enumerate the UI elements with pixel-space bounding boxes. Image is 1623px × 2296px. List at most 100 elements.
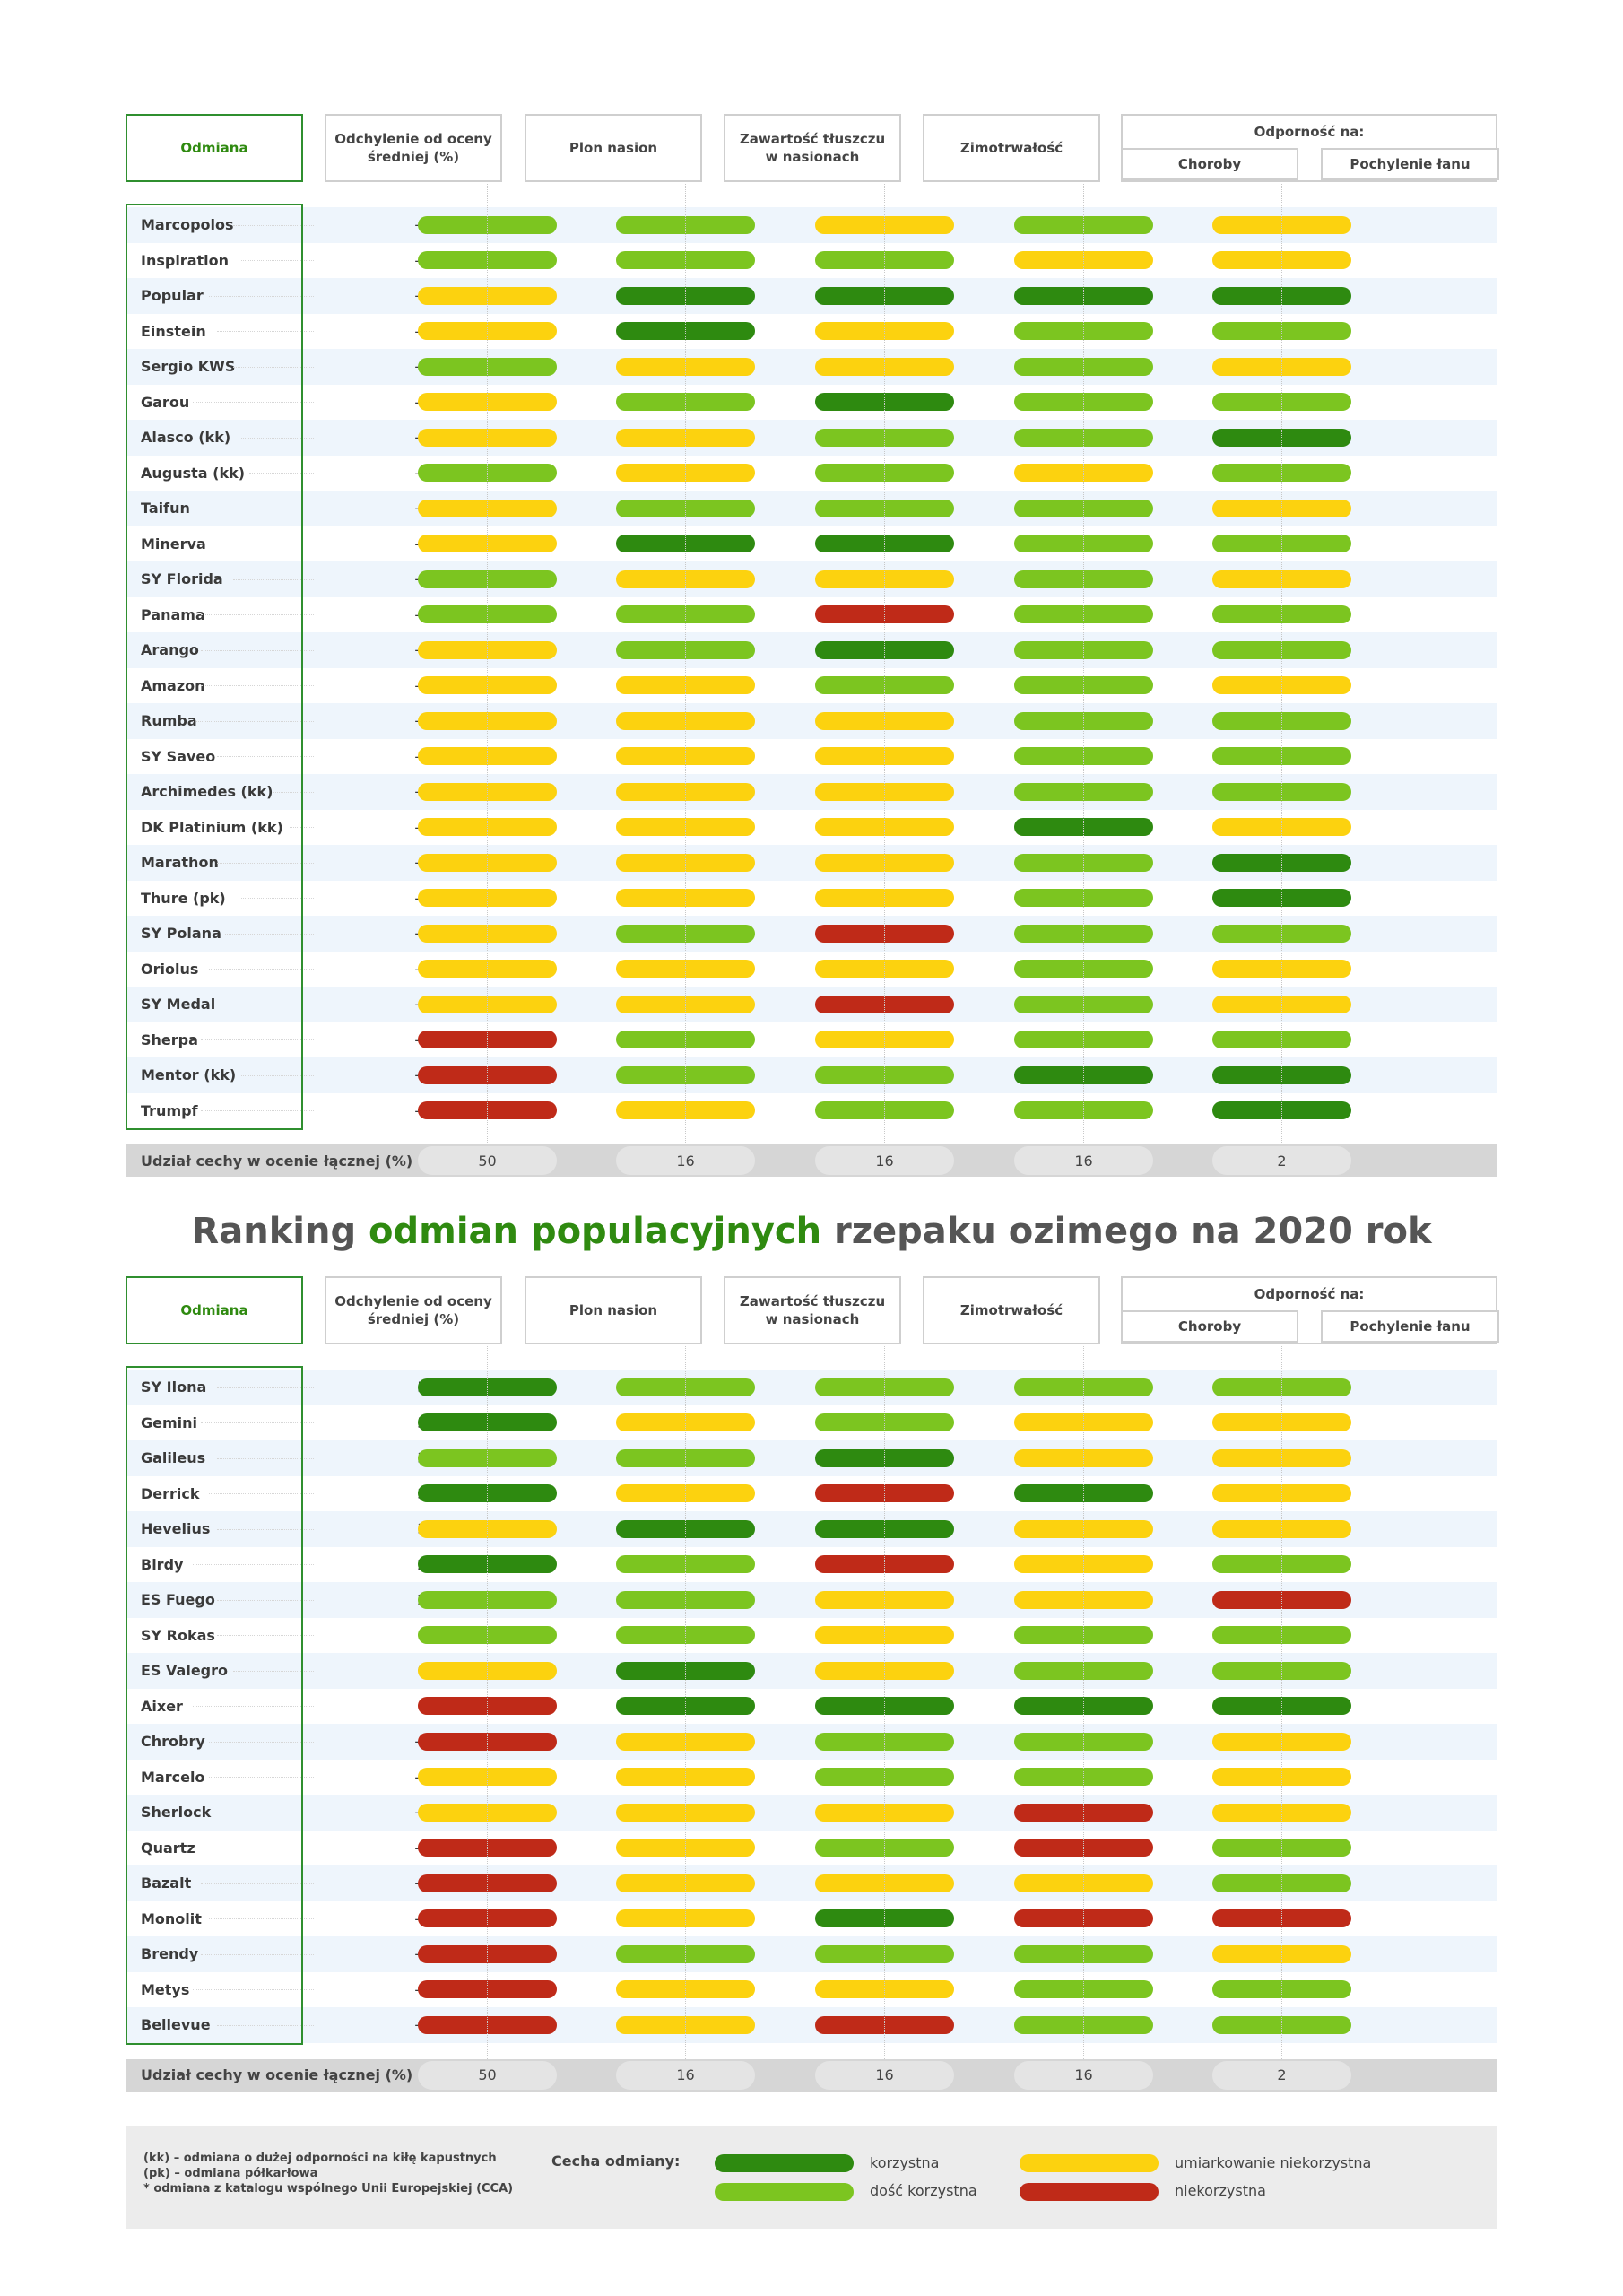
table-row: SY Florida-3,3	[126, 561, 1497, 597]
table-row: Derrick3,5	[126, 1476, 1497, 1512]
ranking-table-2: Odmiana Odchylenie od oceny średniej (%) P…	[126, 1276, 1497, 2101]
note-kk: (kk) – odmiana o dużej odporności na kił…	[143, 2151, 513, 2166]
weight-value: 2	[1212, 1146, 1351, 1175]
table-rows: Marcopolos-1,7Inspiration-1,8Popular-1,9…	[126, 207, 1497, 1128]
header-variety: Odmiana	[126, 1276, 303, 1344]
table-row: Sergio KWS-2,5	[126, 349, 1497, 385]
table-row: Bellevue-5,6	[126, 2007, 1497, 2043]
header-resistance-title: Odporność na:	[1123, 1285, 1496, 1303]
header-variety: Odmiana	[126, 114, 303, 182]
table-row: Marcelo-2,0	[126, 1760, 1497, 1796]
table-header: Odmiana Odchylenie od oceny średniej (%) P…	[126, 1276, 1497, 1348]
header-winter-hardiness: Zimotrwałość	[923, 1276, 1100, 1344]
column-guide	[487, 184, 488, 1155]
table-row: Oriolus-6,2	[126, 952, 1497, 987]
weight-value: 16	[1014, 2061, 1153, 2090]
weight-value: 50	[418, 2061, 557, 2090]
title-part3: rzepaku ozimego na 2020 rok	[821, 1211, 1431, 1252]
weight-value: 16	[616, 2061, 755, 2090]
ranking-table-1: Odmiana Odchylenie od oceny średniej (%) P…	[126, 114, 1497, 1186]
table-header: Odmiana Odchylenie od oceny średniej (%) P…	[126, 114, 1497, 186]
table-row: Thure (pk)-6,0	[126, 881, 1497, 917]
header-seed-yield: Plon nasion	[525, 1276, 702, 1344]
column-guide	[884, 184, 885, 1155]
legend-swatch-moderately-unfavorable	[1020, 2154, 1159, 2172]
table-row: Marcopolos-1,7	[126, 207, 1497, 243]
legend-title: Cecha odmiany:	[551, 2152, 680, 2170]
table-row: Rumba-4,8	[126, 703, 1497, 739]
table-row: ES Fuego2,6	[126, 1582, 1497, 1618]
header-resistance-title: Odporność na:	[1123, 123, 1496, 141]
header-fat-content: Zawartość tłuszczu w nasionach	[724, 114, 901, 182]
header-disease: Choroby	[1121, 148, 1298, 180]
column-guide	[1083, 1346, 1084, 2070]
table-row: Sherpa-7,6	[126, 1022, 1497, 1058]
table-row: Marathon-5,3	[126, 845, 1497, 881]
table-rows: SY Ilona5,9Gemini5,0Galileus3,6Derrick3,…	[126, 1370, 1497, 2043]
legend-panel: (kk) – odmiana o dużej odporności na kił…	[126, 2126, 1497, 2229]
header-seed-yield: Plon nasion	[525, 114, 702, 182]
table-row: Arango-3,9	[126, 632, 1497, 668]
table-row: Mentor (kk)-8,5	[126, 1057, 1497, 1093]
table-row: Metys-3,7	[126, 1972, 1497, 2008]
table-row: SY Polana-6,1	[126, 916, 1497, 952]
table-row: Archimedes (kk)-4,9	[126, 774, 1497, 810]
legend-label-moderately-unfavorable: umiarkowanie niekorzystna	[1175, 2154, 1371, 2171]
weight-label: Udział cechy w ocenie łącznej (%)	[141, 2059, 412, 2092]
note-pk: (pk) – odmiana półkarłowa	[143, 2166, 513, 2181]
table-row: Trumpf-8,7	[126, 1093, 1497, 1129]
table-row: Hevelius3,2	[126, 1511, 1497, 1547]
legend-label-unfavorable: niekorzystna	[1175, 2182, 1266, 2199]
table-row: Chrobry-1,1	[126, 1724, 1497, 1760]
header-disease: Choroby	[1121, 1310, 1298, 1343]
table-row: Inspiration-1,8	[126, 243, 1497, 279]
header-resistance: Odporność na: Choroby Pochylenie łanu	[1121, 114, 1497, 182]
legend-swatch-favorable	[715, 2154, 854, 2172]
weight-value: 16	[815, 1146, 954, 1175]
header-resistance: Odporność na: Choroby Pochylenie łanu	[1121, 1276, 1497, 1344]
note-cca: * odmiana z katalogu wspólnego Unii Euro…	[143, 2181, 513, 2196]
table-row: SY Saveo-4,8	[126, 739, 1497, 775]
weight-footer: Udział cechy w ocenie łącznej (%) 50 16 16 1…	[126, 1144, 1497, 1177]
weight-label: Udział cechy w ocenie łącznej (%)	[141, 1144, 412, 1177]
table-row: Panama-3,7	[126, 597, 1497, 633]
page: { "colors": {"dark_green":"#2e8a10","lig…	[0, 0, 1623, 2296]
table-row: SY Rokas0,7	[126, 1618, 1497, 1654]
table-row: Birdy2,6	[126, 1547, 1497, 1583]
weight-value: 16	[1014, 1146, 1153, 1175]
table-row: SY Medal-7,3	[126, 987, 1497, 1022]
variety-column-box	[126, 1366, 303, 2045]
legend-label-fairly-favorable: dość korzystna	[870, 2182, 977, 2199]
table-row: Monolit-3,5	[126, 1901, 1497, 1937]
title-part1: Ranking	[191, 1211, 369, 1252]
legend-notes: (kk) – odmiana o dużej odporności na kił…	[143, 2151, 513, 2196]
table-row: SY Ilona5,9	[126, 1370, 1497, 1405]
column-guide	[1281, 184, 1282, 1155]
table-row: Sherlock-2,0	[126, 1795, 1497, 1831]
column-guide	[1083, 184, 1084, 1155]
column-guide	[487, 1346, 488, 2070]
column-guide	[884, 1346, 885, 2070]
table-row: Quartz-3,1	[126, 1831, 1497, 1866]
header-deviation: Odchylenie od oceny średniej (%)	[325, 114, 502, 182]
table-row: Gemini5,0	[126, 1405, 1497, 1441]
table-row: Amazon-4,0	[126, 668, 1497, 704]
title-part2: odmian populacyjnych	[369, 1211, 821, 1252]
weight-value: 2	[1212, 2061, 1351, 2090]
table-row: Taifun-3,0	[126, 491, 1497, 526]
variety-column-box	[126, 204, 303, 1130]
table-row: Galileus3,6	[126, 1440, 1497, 1476]
weight-value: 16	[815, 2061, 954, 2090]
table-row: Minerva-3,2	[126, 526, 1497, 562]
header-lodging: Pochylenie łanu	[1321, 1310, 1499, 1343]
table-row: Brendy-3,6	[126, 1936, 1497, 1972]
legend-swatch-fairly-favorable	[715, 2183, 854, 2201]
table-row: ES Valegro0,5	[126, 1653, 1497, 1689]
table-row: Popular-1,9	[126, 278, 1497, 314]
table-row: DK Platinium (kk)-5,2	[126, 810, 1497, 846]
weight-footer: Udział cechy w ocenie łącznej (%) 50 16 16 1…	[126, 2059, 1497, 2092]
table-row: Bazalt-3,1	[126, 1866, 1497, 1901]
ranking-title: Ranking odmian populacyjnych rzepaku ozi…	[0, 1211, 1623, 1252]
column-guide	[1281, 1346, 1282, 2070]
table-row: Aixer0,5	[126, 1689, 1497, 1725]
